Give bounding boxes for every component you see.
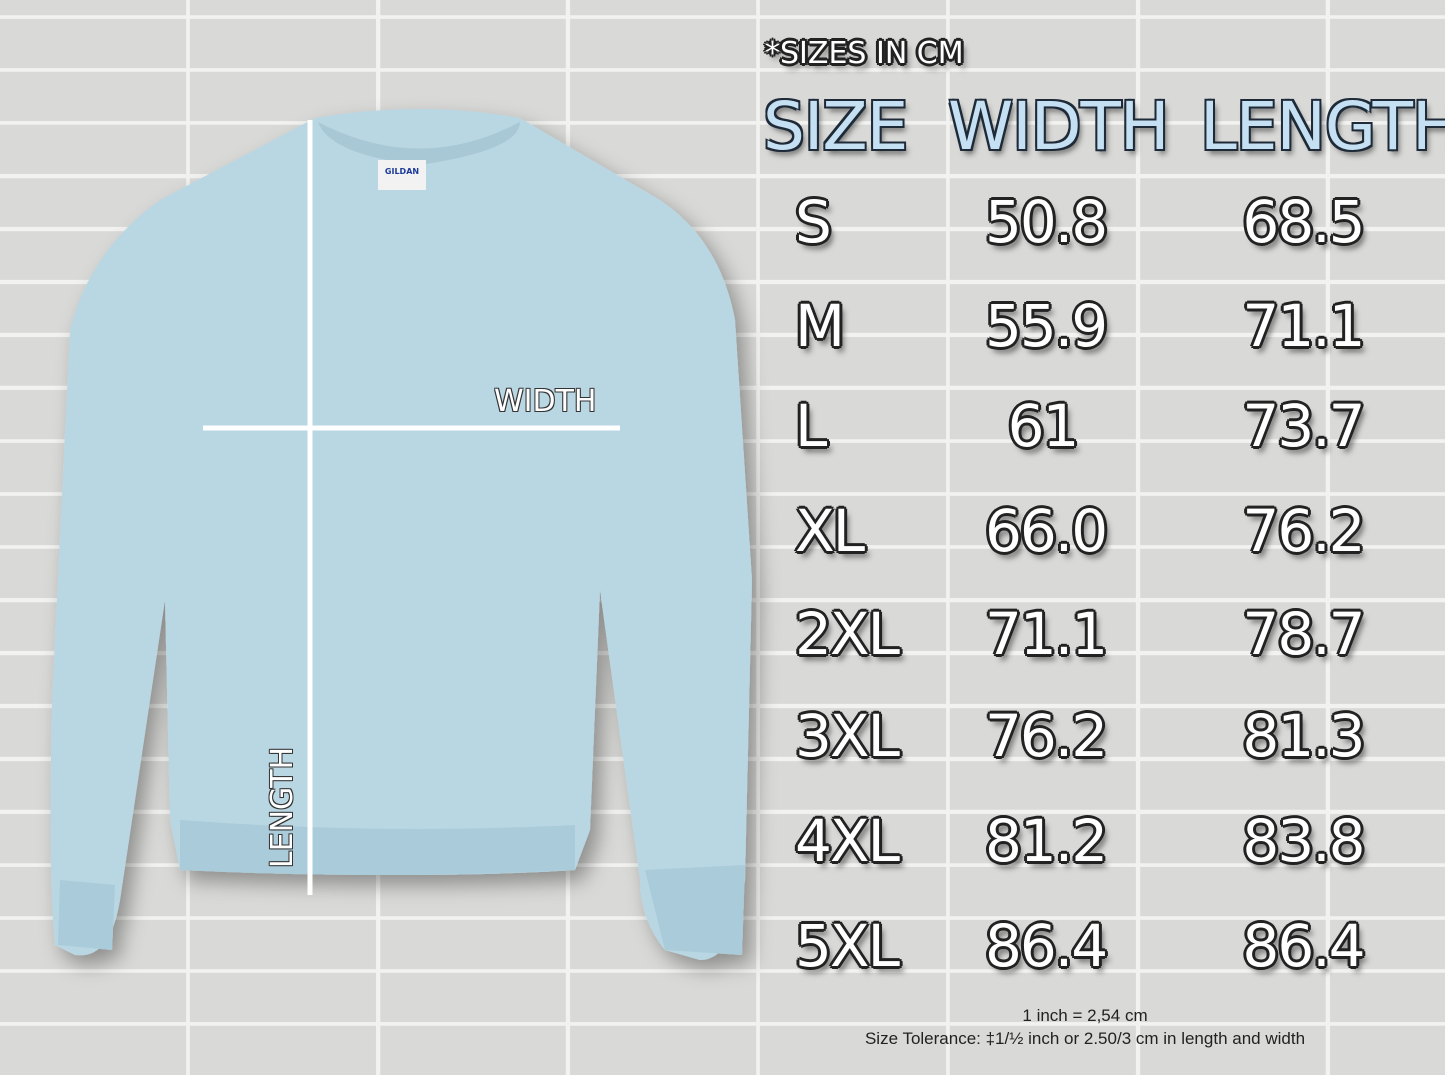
width-cell: 50.8 <box>985 188 1108 256</box>
width-cell: 61 <box>1007 392 1080 460</box>
size-cell: XL <box>795 497 865 565</box>
table-row: S 50.8 68.5 <box>0 188 1445 268</box>
length-cell: 71.1 <box>1242 292 1365 360</box>
width-cell: 71.1 <box>985 600 1108 668</box>
length-cell: 86.4 <box>1242 912 1365 980</box>
svg-text:GILDAN: GILDAN <box>385 167 419 176</box>
table-row: XL 66.0 76.2 <box>0 497 1445 577</box>
length-cell: 68.5 <box>1242 188 1365 256</box>
header-length: LENGTH <box>1200 88 1445 165</box>
width-label: WIDTH <box>494 384 597 419</box>
table-row: M 55.9 71.1 <box>0 292 1445 372</box>
table-row: L 61 73.7 <box>0 392 1445 472</box>
size-cell: L <box>795 392 827 460</box>
table-row: 3XL 76.2 81.3 <box>0 702 1445 782</box>
length-cell: 83.8 <box>1242 807 1365 875</box>
brand-tag <box>378 160 426 190</box>
table-row: 4XL 81.2 83.8 <box>0 807 1445 887</box>
header-size: SIZE <box>763 88 908 165</box>
width-cell: 66.0 <box>985 497 1108 565</box>
length-cell: 76.2 <box>1242 497 1365 565</box>
size-cell: M <box>795 292 845 360</box>
size-cell: 3XL <box>795 702 900 770</box>
table-row: 5XL 86.4 86.4 <box>0 912 1445 992</box>
size-cell: 4XL <box>795 807 900 875</box>
size-cell: 2XL <box>795 600 900 668</box>
tolerance-note: Size Tolerance: ‡1/½ inch or 2.50/3 cm i… <box>864 1029 1306 1048</box>
table-row: 2XL 71.1 78.7 <box>0 600 1445 680</box>
length-cell: 73.7 <box>1242 392 1365 460</box>
conversion-note: 1 inch = 2,54 cm <box>1022 1006 1148 1025</box>
size-cell: 5XL <box>795 912 900 980</box>
width-cell: 86.4 <box>985 912 1108 980</box>
header-width: WIDTH <box>948 88 1169 165</box>
size-cell: S <box>795 188 832 256</box>
length-cell: 78.7 <box>1242 600 1365 668</box>
length-cell: 81.3 <box>1242 702 1365 770</box>
width-cell: 81.2 <box>985 807 1108 875</box>
width-cell: 55.9 <box>985 292 1108 360</box>
width-cell: 76.2 <box>985 702 1108 770</box>
units-note: *SIZES IN CM <box>765 36 964 71</box>
